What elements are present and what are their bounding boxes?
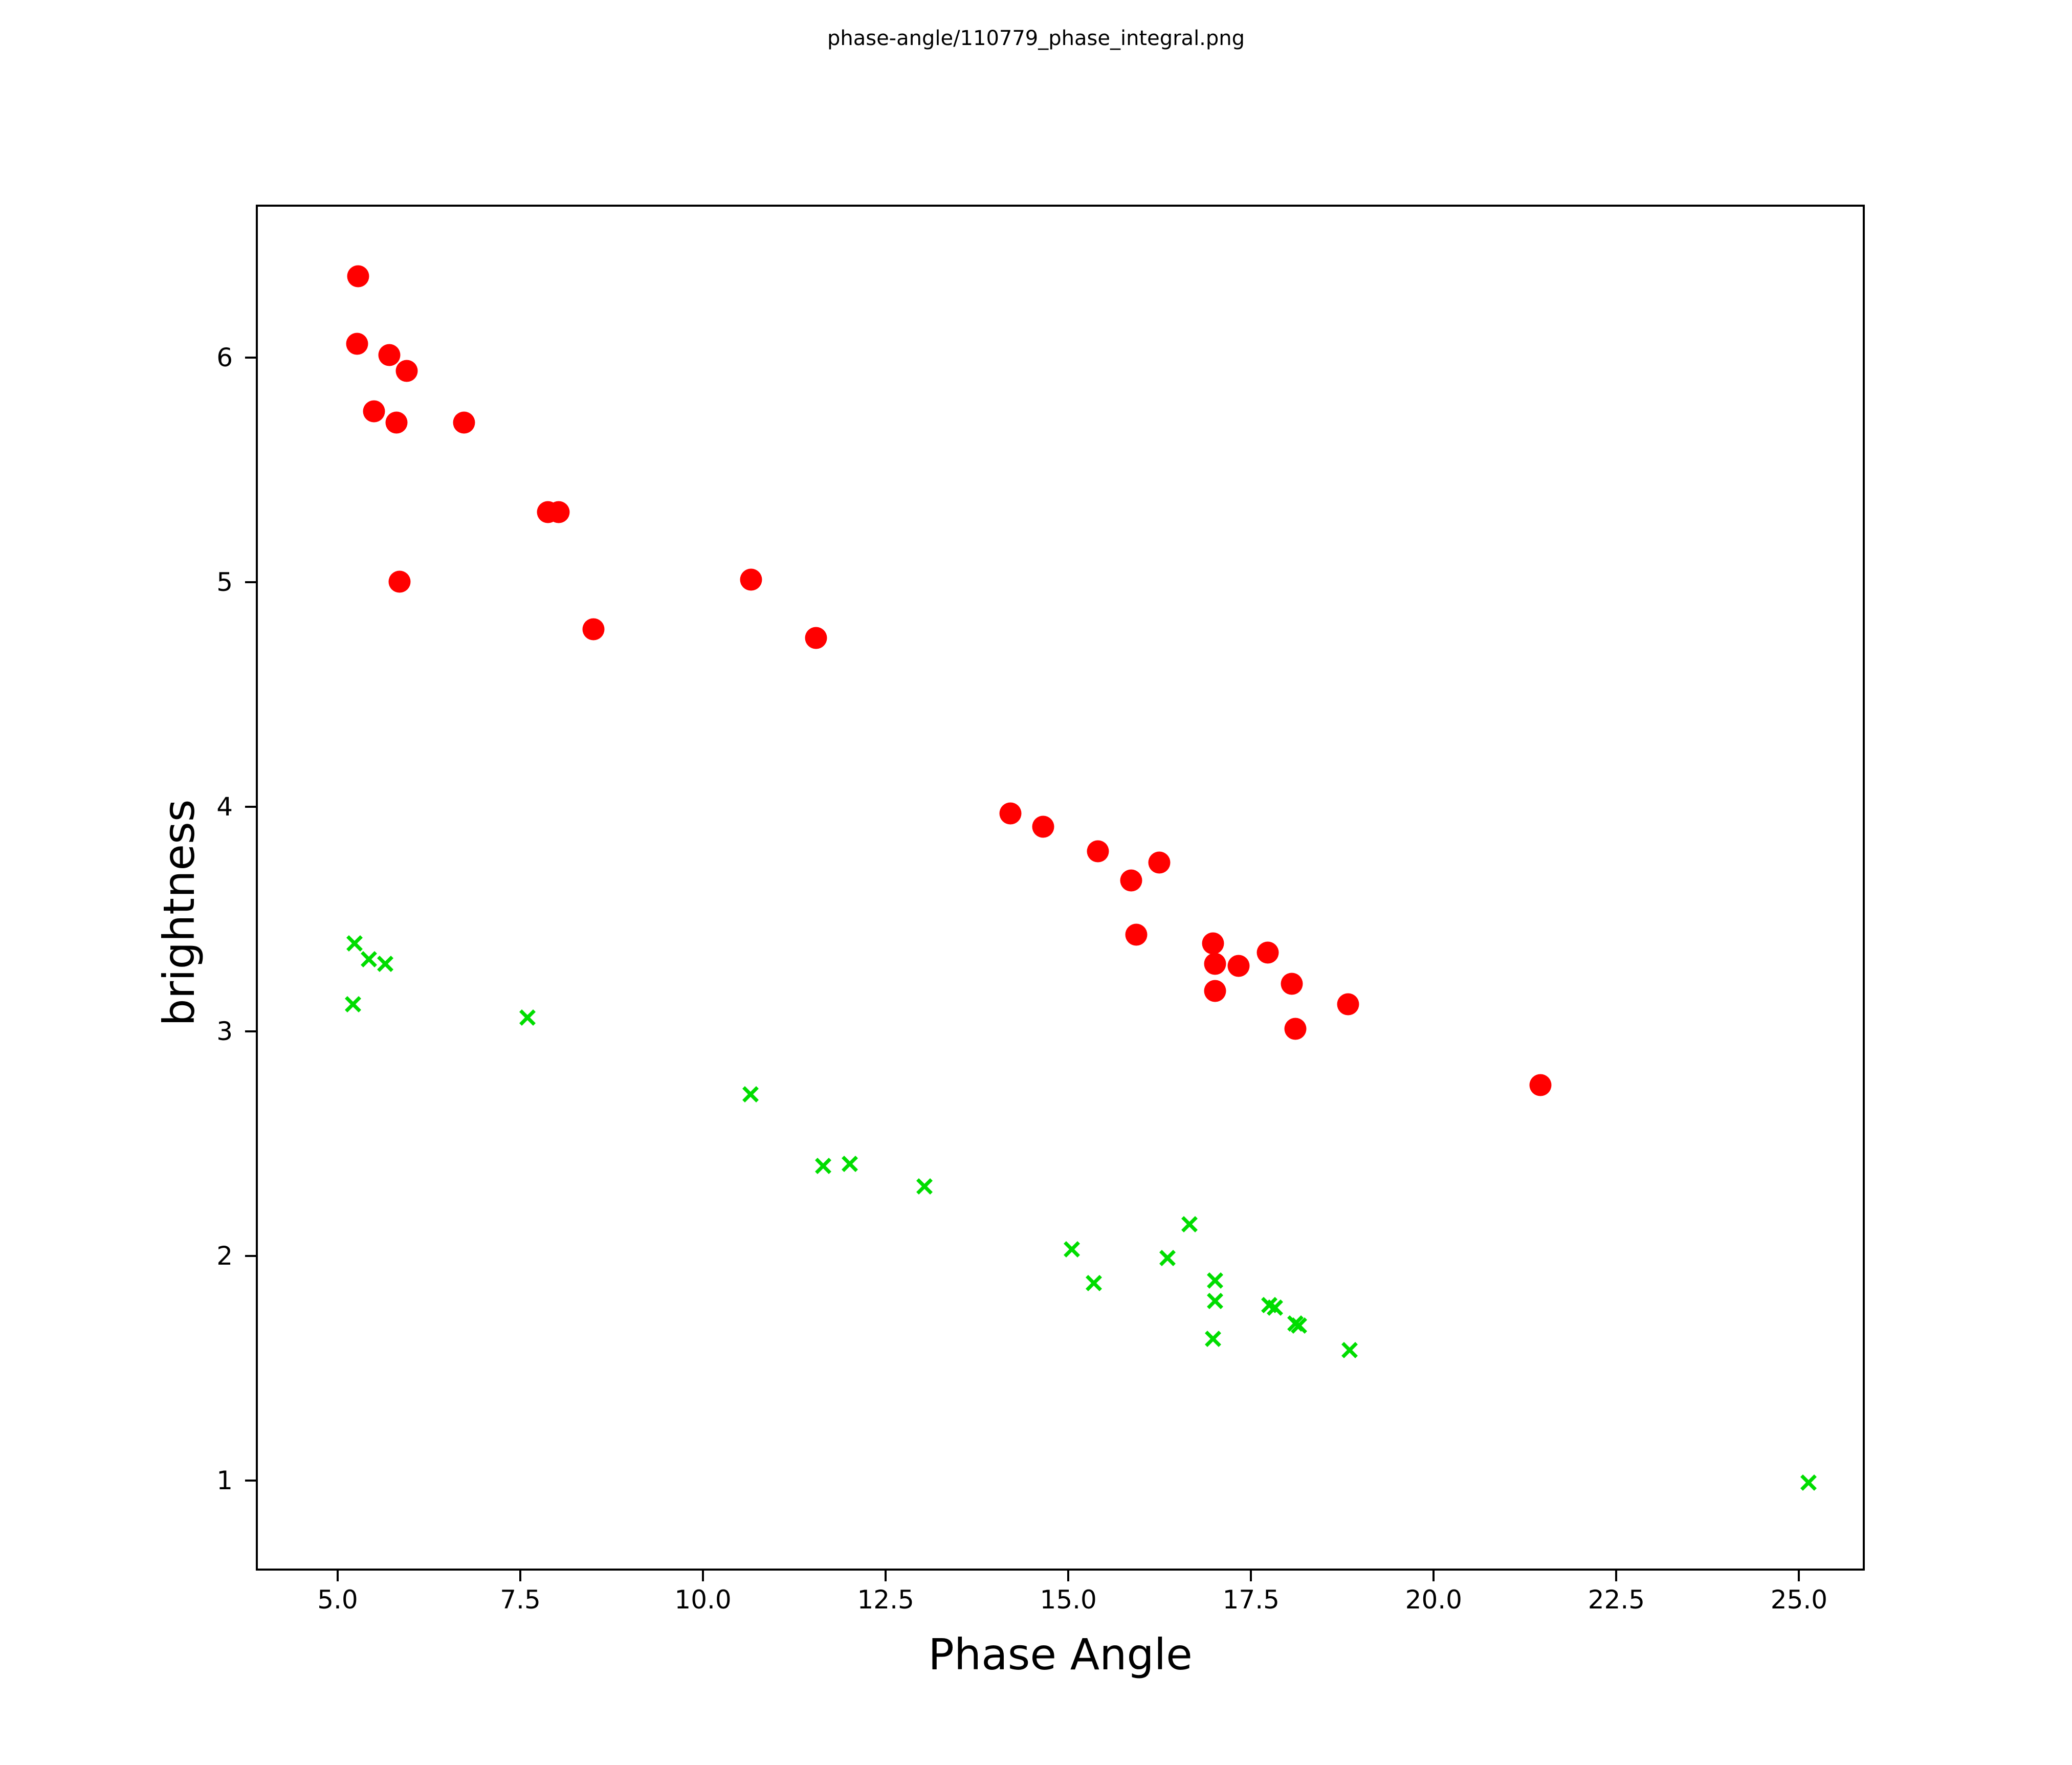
y-tick-mark <box>245 1255 256 1257</box>
data-point-red-series <box>547 501 570 523</box>
y-tick-label: 2 <box>216 1241 233 1271</box>
data-point-green-series <box>519 1009 536 1026</box>
data-point-red-series <box>363 400 385 423</box>
x-tick-mark <box>519 1571 522 1581</box>
y-tick-mark <box>245 805 256 808</box>
data-point-green-series <box>1800 1474 1817 1491</box>
data-point-green-series <box>1181 1216 1198 1233</box>
data-point-red-series <box>1337 993 1359 1016</box>
data-point-green-series <box>815 1158 832 1175</box>
data-point-green-series <box>1267 1299 1284 1316</box>
data-point-red-series <box>805 627 827 649</box>
data-point-red-series <box>385 411 408 434</box>
data-point-red-series <box>582 618 605 641</box>
data-point-red-series <box>1087 840 1109 863</box>
data-point-green-series <box>1064 1241 1081 1257</box>
data-point-red-series <box>378 344 401 366</box>
x-tick-label: 15.0 <box>1040 1585 1097 1615</box>
data-point-red-series <box>453 411 475 434</box>
data-point-green-series <box>1341 1342 1358 1359</box>
data-point-red-series <box>1032 815 1054 838</box>
data-point-red-series <box>1125 923 1148 946</box>
y-axis-label: brightness <box>154 799 204 1026</box>
x-tick-mark <box>336 1571 339 1581</box>
x-tick-label: 12.5 <box>857 1585 914 1615</box>
y-tick-mark <box>245 1030 256 1033</box>
figure-title: phase-angle/110779_phase_integral.png <box>827 27 1245 50</box>
data-point-red-series <box>1529 1074 1552 1096</box>
data-point-green-series <box>1085 1274 1102 1291</box>
data-point-green-series <box>346 935 363 952</box>
data-point-green-series <box>1207 1292 1224 1309</box>
y-tick-label: 3 <box>216 1017 233 1047</box>
x-tick-label: 25.0 <box>1770 1585 1828 1615</box>
data-point-red-series <box>395 360 418 382</box>
data-point-red-series <box>740 568 762 591</box>
x-tick-mark <box>885 1571 887 1581</box>
y-tick-mark <box>245 1480 256 1482</box>
plot-axes-frame <box>256 205 1865 1571</box>
data-point-red-series <box>1204 980 1226 1002</box>
data-point-red-series <box>1148 851 1171 874</box>
data-point-green-series <box>377 955 393 972</box>
x-tick-mark <box>1615 1571 1618 1581</box>
x-tick-label: 7.5 <box>500 1585 541 1615</box>
data-point-red-series <box>1281 973 1303 995</box>
x-axis-label: Phase Angle <box>928 1629 1193 1680</box>
x-tick-label: 5.0 <box>317 1585 358 1615</box>
x-tick-label: 10.0 <box>674 1585 732 1615</box>
data-point-green-series <box>916 1178 933 1195</box>
y-tick-label: 6 <box>216 342 233 372</box>
data-point-green-series <box>1204 1331 1221 1348</box>
x-tick-label: 17.5 <box>1222 1585 1280 1615</box>
data-point-red-series <box>388 570 411 593</box>
data-point-red-series <box>1202 932 1224 955</box>
x-tick-mark <box>1250 1571 1252 1581</box>
data-point-green-series <box>742 1086 759 1102</box>
data-point-green-series <box>344 996 361 1012</box>
x-tick-label: 22.5 <box>1588 1585 1645 1615</box>
data-point-red-series <box>1204 953 1226 975</box>
data-point-red-series <box>1227 955 1250 977</box>
data-point-red-series <box>1284 1018 1307 1040</box>
data-point-green-series <box>1291 1317 1308 1334</box>
y-tick-label: 4 <box>216 791 233 822</box>
data-point-red-series <box>1120 869 1142 892</box>
x-tick-label: 20.0 <box>1405 1585 1462 1615</box>
data-point-green-series <box>361 951 378 968</box>
data-point-green-series <box>841 1155 858 1172</box>
y-tick-mark <box>245 356 256 359</box>
data-point-red-series <box>1257 941 1279 964</box>
data-point-red-series <box>346 333 368 355</box>
data-point-red-series <box>999 802 1022 825</box>
y-tick-label: 1 <box>216 1466 233 1496</box>
data-point-green-series <box>1207 1272 1224 1289</box>
x-tick-mark <box>1432 1571 1435 1581</box>
x-tick-mark <box>1067 1571 1070 1581</box>
plot-surface <box>258 207 1863 1569</box>
data-point-red-series <box>347 265 369 288</box>
y-tick-mark <box>245 581 256 583</box>
y-tick-label: 5 <box>216 567 233 597</box>
x-tick-mark <box>1798 1571 1800 1581</box>
x-tick-mark <box>702 1571 704 1581</box>
data-point-green-series <box>1159 1250 1176 1267</box>
